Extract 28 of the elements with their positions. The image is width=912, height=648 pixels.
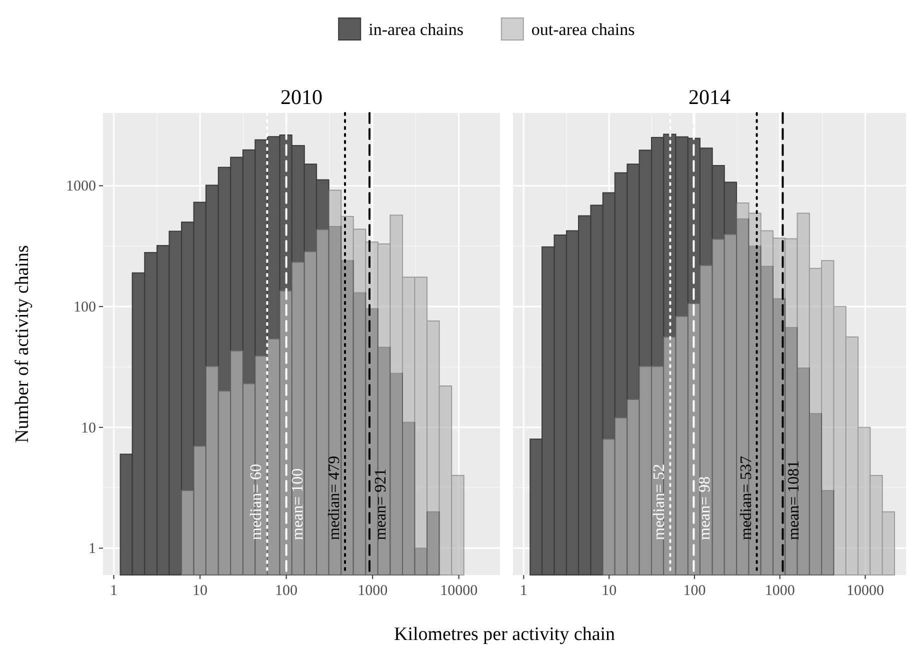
x-tick-label: 1 [110,583,118,599]
ref-line-label: mean= 1081 [786,460,803,540]
ref-line-label: median= 537 [738,456,755,540]
y-axis-title: Number of activity chains [12,245,33,443]
x-axis-title: Kilometres per activity chain [394,624,616,645]
ref-line-label: median= 52 [651,464,668,540]
x-tick-label: 1000 [764,583,795,599]
ref-line-label: median= 60 [248,464,266,540]
x-tick-label: 10000 [846,583,884,599]
x-tick-label: 10000 [440,583,478,599]
chart-title: 2014 [688,85,731,109]
x-tick-label: 1 [520,583,528,599]
ref-line-label: mean= 921 [372,468,390,540]
x-tick-label: 10 [192,583,208,599]
ref-line-label: mean= 100 [289,468,306,540]
x-tick-label: 10 [602,583,617,599]
x-tick-label: 100 [275,583,298,599]
legend-label: out-area chains [531,20,635,39]
y-tick-label: 1 [88,541,96,558]
ref-line-label: median= 479 [326,456,343,540]
chart-title: 2010 [280,85,322,109]
legend-label: in-area chains [368,20,464,39]
ref-line-label: mean= 98 [696,476,714,540]
x-tick-label: 1000 [358,583,388,599]
y-tick-label: 10 [81,420,96,436]
y-tick-label: 1000 [66,178,96,195]
x-tick-label: 100 [683,583,706,599]
y-tick-label: 100 [74,300,96,316]
